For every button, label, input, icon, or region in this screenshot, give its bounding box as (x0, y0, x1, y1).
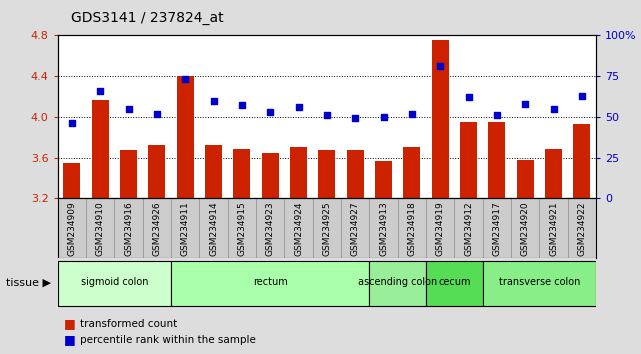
Bar (58, 198, 86, 258)
Text: ■: ■ (64, 333, 80, 346)
Text: tissue ▶: tissue ▶ (6, 277, 51, 287)
Point (237, 103, 247, 108)
Text: rectum: rectum (253, 277, 288, 287)
Text: GSM234919: GSM234919 (436, 201, 445, 256)
Point (520, 101, 530, 107)
Bar (58, 261, 171, 306)
Bar (143, 198, 171, 258)
Point (124, 106, 134, 112)
Text: GSM234910: GSM234910 (96, 201, 104, 256)
Bar (369, 198, 398, 258)
Text: GSM234912: GSM234912 (464, 201, 473, 256)
Bar (228, 198, 256, 258)
Text: GSM234924: GSM234924 (294, 201, 303, 256)
Point (294, 104, 304, 110)
Text: percentile rank within the sample: percentile rank within the sample (80, 335, 256, 345)
Bar (574, 124, 590, 198)
Point (322, 112, 332, 118)
Bar (375, 161, 392, 198)
Bar (256, 198, 285, 258)
Bar (319, 150, 335, 198)
Point (67, 120, 77, 126)
Bar (171, 198, 199, 258)
Text: GSM234922: GSM234922 (578, 201, 587, 256)
Bar (432, 40, 449, 198)
Point (95, 88, 105, 93)
Bar (517, 160, 534, 198)
Bar (177, 76, 194, 198)
Bar (568, 198, 596, 258)
Text: GSM234927: GSM234927 (351, 201, 360, 256)
Point (180, 76, 190, 82)
Bar (233, 149, 251, 198)
Point (208, 98, 219, 103)
Text: transformed count: transformed count (80, 319, 178, 329)
Bar (483, 261, 596, 306)
Bar (545, 149, 562, 198)
Bar (114, 198, 143, 258)
Bar (313, 198, 341, 258)
Point (435, 63, 445, 69)
Text: GSM234917: GSM234917 (492, 201, 501, 256)
Text: GSM234920: GSM234920 (520, 201, 529, 256)
Text: GSM234925: GSM234925 (322, 201, 331, 256)
Text: GSM234923: GSM234923 (266, 201, 275, 256)
Bar (86, 198, 114, 258)
Point (407, 111, 417, 116)
Bar (262, 154, 279, 198)
Point (492, 112, 502, 118)
Point (152, 111, 162, 116)
Text: GSM234909: GSM234909 (67, 201, 76, 256)
Text: GDS3141 / 237824_at: GDS3141 / 237824_at (71, 11, 223, 25)
Bar (460, 122, 477, 198)
Text: cecum: cecum (438, 277, 470, 287)
Bar (403, 147, 420, 198)
Point (549, 106, 559, 112)
Text: ■: ■ (64, 318, 80, 330)
Bar (205, 145, 222, 198)
Point (378, 114, 388, 120)
Text: GSM234913: GSM234913 (379, 201, 388, 256)
Bar (511, 198, 540, 258)
Bar (426, 198, 454, 258)
Text: ascending colon: ascending colon (358, 277, 437, 287)
Text: GSM234911: GSM234911 (181, 201, 190, 256)
Text: GSM234918: GSM234918 (408, 201, 417, 256)
Bar (199, 198, 228, 258)
Bar (171, 261, 369, 306)
Bar (483, 198, 511, 258)
Bar (369, 261, 426, 306)
Point (463, 95, 474, 100)
Text: sigmoid colon: sigmoid colon (81, 277, 148, 287)
Text: GSM234915: GSM234915 (237, 201, 246, 256)
Bar (92, 99, 109, 198)
Bar (488, 122, 506, 198)
Bar (347, 150, 363, 198)
Bar (120, 150, 137, 198)
Point (350, 116, 360, 121)
Point (577, 93, 587, 98)
Bar (290, 147, 307, 198)
Bar (148, 145, 165, 198)
Text: transverse colon: transverse colon (499, 277, 580, 287)
Bar (285, 198, 313, 258)
Bar (540, 198, 568, 258)
Bar (398, 198, 426, 258)
Point (265, 109, 276, 115)
Bar (63, 162, 80, 198)
Text: GSM234926: GSM234926 (153, 201, 162, 256)
Bar (341, 198, 369, 258)
Bar (426, 261, 483, 306)
Text: GSM234921: GSM234921 (549, 201, 558, 256)
Bar (454, 198, 483, 258)
Text: GSM234914: GSM234914 (209, 201, 218, 256)
Text: GSM234916: GSM234916 (124, 201, 133, 256)
